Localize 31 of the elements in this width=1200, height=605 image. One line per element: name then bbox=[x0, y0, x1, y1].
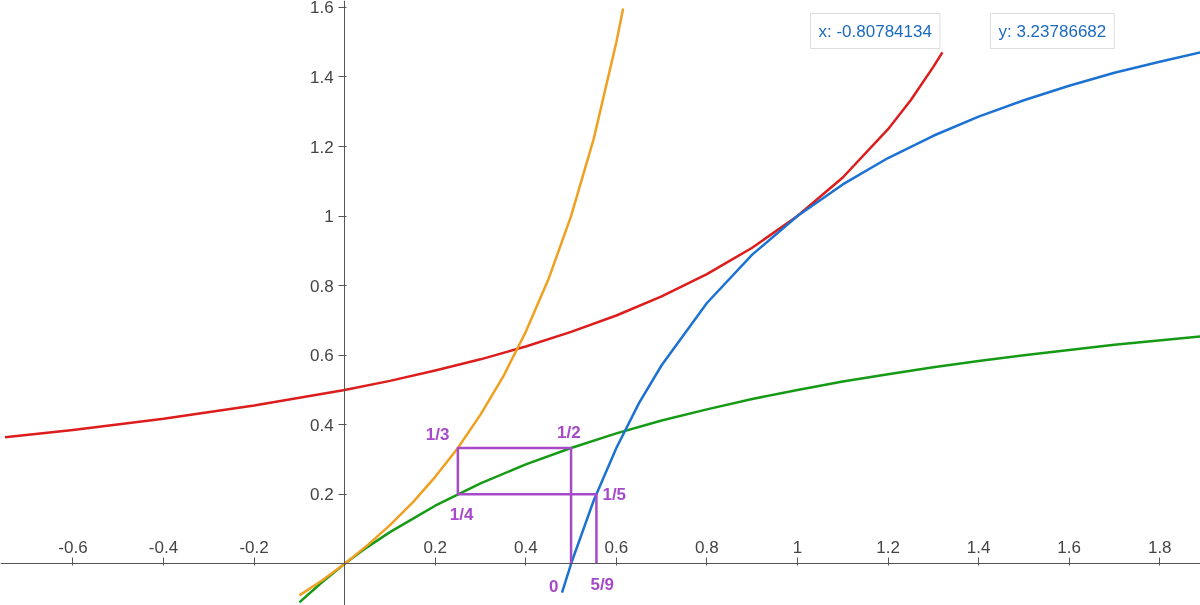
y-tick-label: 0.8 bbox=[310, 276, 334, 296]
x-tick-label: 1.2 bbox=[876, 537, 900, 557]
annotation: 0 bbox=[549, 576, 559, 596]
annotation: 5/9 bbox=[590, 574, 615, 594]
x-tick-label: -0.6 bbox=[58, 537, 88, 557]
y-tick-label: 1 bbox=[324, 207, 334, 227]
x-tick-label: 0.8 bbox=[695, 537, 719, 557]
annotation: 1/5 bbox=[602, 485, 627, 505]
y-tick-label: 0.6 bbox=[310, 346, 334, 366]
annotation: 1/2 bbox=[557, 422, 581, 442]
x-tick-label: 0.6 bbox=[604, 537, 629, 557]
line-series bbox=[3, 51, 944, 439]
annotation: 1/3 bbox=[425, 424, 450, 444]
line-series bbox=[298, 335, 1200, 604]
x-tick-label: 1.4 bbox=[966, 537, 991, 557]
x-tick-label: -0.4 bbox=[148, 537, 179, 557]
y-tick-label: 0.4 bbox=[310, 415, 334, 435]
annotation: y: 3.23786682 bbox=[998, 21, 1107, 41]
line-series bbox=[560, 51, 1200, 594]
x-tick-label: 1 bbox=[792, 537, 803, 557]
y-tick-label: 1.2 bbox=[310, 137, 334, 157]
x-tick-label: 0.4 bbox=[513, 537, 538, 557]
annotation: 1/4 bbox=[449, 505, 475, 525]
x-tick-label: 0.2 bbox=[423, 537, 448, 557]
y-tick-label: 0.2 bbox=[310, 485, 334, 505]
y-tick-label: 1.4 bbox=[310, 67, 334, 87]
x-tick-label: -0.2 bbox=[239, 537, 269, 557]
annotation: x: -0.80784134 bbox=[818, 21, 932, 41]
x-tick-label: 1.8 bbox=[1147, 537, 1172, 557]
x-tick-label: 1.6 bbox=[1057, 537, 1081, 557]
y-tick-label: 1.6 bbox=[310, 0, 334, 18]
